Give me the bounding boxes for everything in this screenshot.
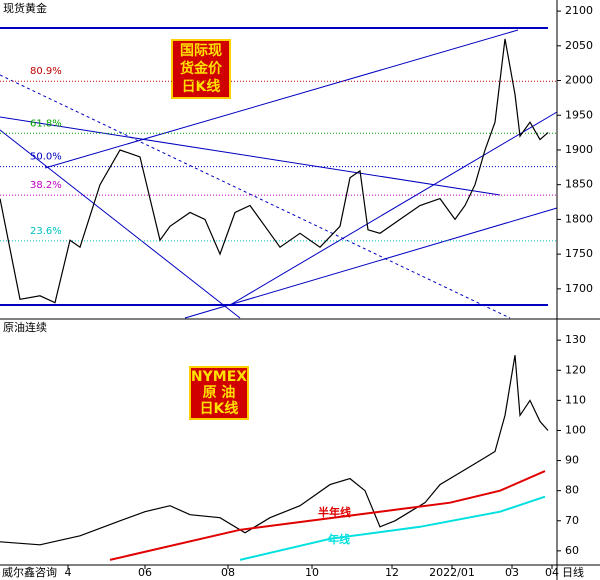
x-tick-label: 04 bbox=[545, 566, 559, 579]
y-tick-label: 1850 bbox=[565, 178, 593, 191]
badge-text: 国际现 bbox=[180, 43, 222, 59]
x-tick-label: 10 bbox=[305, 566, 319, 579]
price-line bbox=[239, 495, 546, 561]
y-tick-label: 80 bbox=[565, 484, 579, 497]
badge-text: 日K线 bbox=[200, 400, 239, 417]
price-line bbox=[0, 355, 549, 546]
y-tick-label: 1750 bbox=[565, 247, 593, 260]
trend-lines bbox=[0, 27, 558, 319]
badge-text: NYMEX bbox=[191, 369, 247, 385]
fib-label: 23.6% bbox=[30, 226, 62, 237]
badge-box bbox=[171, 39, 231, 99]
x-tick-label: 12 bbox=[385, 566, 399, 579]
y-tick-label: 2100 bbox=[565, 4, 593, 17]
x-tick-label: 2022/01 bbox=[429, 566, 475, 579]
fib-label: 50.0% bbox=[30, 152, 62, 163]
y-tick-label: 90 bbox=[565, 454, 579, 467]
price-line bbox=[0, 38, 549, 304]
series-label: 年线 bbox=[328, 532, 350, 546]
y-tick-label: 130 bbox=[565, 333, 586, 346]
price-line bbox=[109, 470, 546, 561]
y-tick-label: 60 bbox=[565, 544, 579, 557]
y-tick-label: 1950 bbox=[565, 108, 593, 121]
x-tick-label: 08 bbox=[221, 566, 235, 579]
fib-label: 61.8% bbox=[30, 118, 62, 129]
source-label: 威尔鑫咨询 bbox=[2, 565, 57, 579]
badge-box bbox=[189, 366, 249, 420]
y-tick-label: 2000 bbox=[565, 74, 593, 87]
fib-label: 38.2% bbox=[30, 180, 62, 191]
y-tick-label: 70 bbox=[565, 514, 579, 527]
badge-text: 原 油 bbox=[203, 384, 236, 401]
x-tick-label: 06 bbox=[138, 566, 152, 579]
badge-text: 货金价 bbox=[179, 60, 223, 77]
x-tick-label: 03 bbox=[505, 566, 519, 579]
y-tick-label: 1700 bbox=[565, 282, 593, 295]
y-tick-label: 1800 bbox=[565, 212, 593, 225]
series-label: 半年线 bbox=[318, 505, 351, 519]
y-tick-label: 1900 bbox=[565, 143, 593, 156]
y-tick-label: 2050 bbox=[565, 39, 593, 52]
fib-label: 80.9% bbox=[30, 66, 62, 77]
badge-text: 日K线 bbox=[182, 78, 221, 95]
period-label: 日线 bbox=[562, 565, 584, 579]
y-tick-label: 110 bbox=[565, 393, 586, 406]
panel-title: 现货黄金 bbox=[3, 1, 47, 15]
panel-title: 原油连续 bbox=[3, 320, 47, 334]
y-tick-label: 100 bbox=[565, 423, 586, 436]
x-tick-label: 4 bbox=[65, 566, 72, 579]
y-tick-label: 120 bbox=[565, 363, 586, 376]
